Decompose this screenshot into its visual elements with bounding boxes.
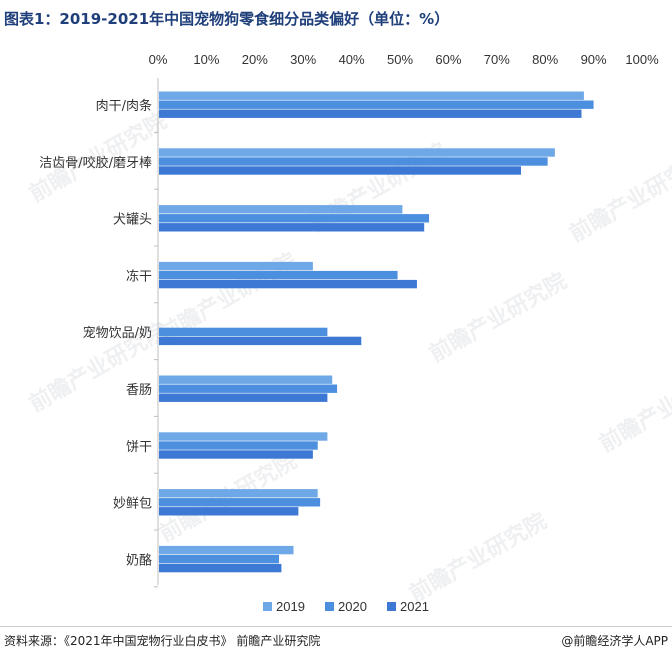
category-label: 妙鲜包: [113, 497, 152, 512]
bar-2020: [159, 441, 318, 450]
category-label: 洁齿骨/咬胶/磨牙棒: [39, 155, 152, 171]
legend-label-2019: 2019: [276, 599, 305, 614]
bar-2019: [159, 148, 555, 157]
bar-2021: [159, 166, 521, 175]
bar-2020: [159, 554, 279, 564]
x-tick-label: 40%: [339, 52, 365, 67]
legend-swatch-2019: [263, 602, 272, 611]
bar-2020: [159, 100, 594, 109]
x-tick-label: 10%: [193, 52, 219, 67]
legend-label-2020: 2020: [338, 599, 367, 614]
bar-2019: [159, 375, 333, 384]
footer-divider: [0, 626, 672, 627]
bar-2020: [159, 498, 321, 507]
legend-swatch-2021: [387, 602, 396, 611]
x-tick-label: 20%: [242, 52, 268, 67]
x-tick-label: 100%: [625, 52, 659, 67]
bar-2021: [159, 450, 313, 459]
category-label: 香肠: [126, 383, 152, 398]
bar-2021: [159, 109, 582, 118]
legend-swatch-2020: [325, 602, 334, 611]
bar-2019: [159, 261, 313, 271]
legend-label-2021: 2021: [400, 599, 429, 614]
x-tick-label: 90%: [581, 52, 607, 67]
category-label: 肉干/肉条: [96, 98, 152, 114]
bar-2020: [159, 157, 548, 166]
bar-2019: [159, 91, 584, 100]
bar-2019: [159, 489, 318, 498]
category-label: 奶酪: [126, 552, 152, 568]
x-tick-label: 30%: [290, 52, 316, 67]
bar-2020: [159, 327, 328, 337]
bar-2021: [159, 393, 328, 402]
source-note: 资料来源：《2021年中国宠物行业白皮书》 前瞻产业研究院: [4, 634, 321, 648]
bar-2019: [159, 545, 294, 555]
category-label: 宠物饮品/奶: [83, 325, 152, 341]
bar-2021: [159, 279, 417, 289]
bar-2021: [159, 507, 299, 516]
bar-2021: [159, 336, 362, 346]
bar-2021: [159, 223, 425, 232]
bar-2020: [159, 384, 338, 393]
x-tick-label: 0%: [149, 52, 168, 67]
x-tick-label: 80%: [532, 52, 558, 67]
bar-2019: [159, 205, 403, 214]
x-tick-label: 50%: [387, 52, 413, 67]
brand-credit: @前瞻经济学人APP: [561, 634, 668, 648]
x-tick-label: 70%: [484, 52, 510, 67]
bar-2021: [159, 563, 282, 573]
chart-title: 图表1：2019-2021年中国宠物狗零食细分品类偏好（单位：%）: [4, 10, 450, 28]
category-label: 饼干: [126, 440, 152, 455]
bar-2020: [159, 270, 398, 280]
category-label: 冻干: [126, 268, 152, 284]
bar-2019: [159, 432, 328, 441]
bar-2020: [159, 214, 430, 223]
category-label: 犬罐头: [113, 213, 152, 228]
x-tick-label: 60%: [435, 52, 461, 67]
